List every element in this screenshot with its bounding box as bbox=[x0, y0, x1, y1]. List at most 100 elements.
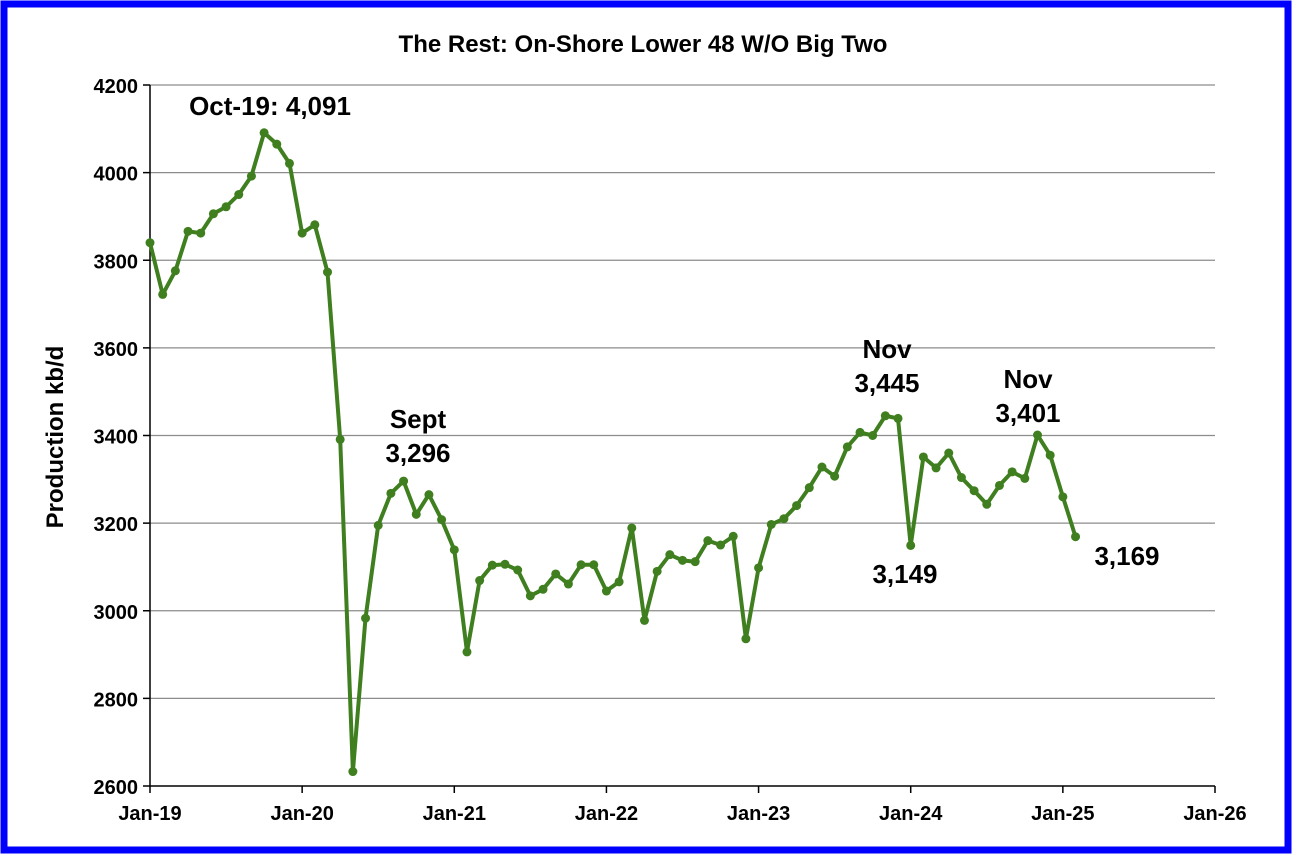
data-point bbox=[842, 442, 852, 452]
annotations: Oct-19: 4,091 Sept 3,296 Nov 3,445 3,149 Nov 3,… bbox=[189, 91, 1159, 589]
data-point bbox=[272, 139, 282, 149]
x-tick-label: Jan-20 bbox=[270, 803, 333, 825]
data-point bbox=[703, 536, 713, 546]
y-tick-label: 3600 bbox=[94, 339, 139, 361]
data-point bbox=[424, 490, 434, 500]
data-point bbox=[982, 499, 992, 509]
data-point bbox=[411, 509, 421, 519]
annotation-label: Sept bbox=[390, 404, 447, 434]
data-point bbox=[868, 431, 878, 440]
data-point bbox=[678, 555, 687, 565]
data-point bbox=[297, 228, 307, 238]
x-tick-label: Jan-25 bbox=[1031, 803, 1094, 825]
data-point bbox=[538, 584, 548, 594]
data-point bbox=[487, 560, 497, 570]
x-tick-labels: Jan-19 Jan-20 Jan-21 Jan-22 Jan-23 Jan-24 Jan-… bbox=[118, 803, 1246, 825]
data-point bbox=[1071, 532, 1081, 542]
data-point bbox=[246, 171, 256, 181]
y-axis-label: Production kb/d bbox=[42, 346, 69, 529]
data-point bbox=[601, 586, 611, 596]
y-tick-label: 3000 bbox=[94, 602, 139, 624]
data-point bbox=[234, 190, 244, 200]
annotation-label: 3,149 bbox=[872, 559, 937, 589]
data-point bbox=[994, 480, 1004, 490]
data-point bbox=[741, 634, 751, 644]
annotation-label: 3,169 bbox=[1094, 541, 1159, 571]
annotation-label: 3,401 bbox=[995, 398, 1060, 428]
data-point bbox=[690, 557, 700, 567]
data-point bbox=[830, 471, 840, 481]
y-tick-label: 3400 bbox=[94, 427, 139, 449]
data-point bbox=[323, 267, 332, 277]
data-point bbox=[627, 523, 637, 533]
y-tick-label: 2600 bbox=[94, 777, 139, 799]
data-point bbox=[310, 220, 320, 230]
data-point bbox=[1007, 467, 1017, 477]
data-point bbox=[551, 569, 561, 579]
x-tick-label: Jan-24 bbox=[879, 803, 943, 825]
data-point bbox=[449, 545, 459, 555]
data-point bbox=[284, 158, 294, 168]
annotation-label: Nov bbox=[1003, 364, 1053, 394]
y-tick-label: 3200 bbox=[94, 514, 139, 536]
data-point bbox=[918, 452, 928, 462]
data-point bbox=[513, 565, 523, 575]
data-point bbox=[348, 767, 358, 777]
data-point bbox=[576, 560, 586, 570]
data-point bbox=[335, 434, 345, 444]
data-point bbox=[563, 579, 573, 589]
data-point bbox=[373, 520, 383, 530]
data-point bbox=[361, 613, 371, 623]
x-tick-label: Jan-23 bbox=[727, 803, 790, 825]
x-tick-label: Jan-19 bbox=[118, 803, 181, 825]
data-point bbox=[386, 488, 396, 498]
data-point bbox=[399, 476, 409, 486]
data-point bbox=[158, 289, 168, 299]
data-point bbox=[728, 531, 738, 541]
data-point bbox=[969, 486, 979, 496]
data-point bbox=[183, 226, 193, 236]
x-tick-label: Jan-21 bbox=[423, 803, 486, 825]
data-point bbox=[462, 647, 472, 657]
annotation-label: Nov bbox=[862, 334, 912, 364]
annotation-label: 3,296 bbox=[385, 438, 450, 468]
data-point bbox=[766, 519, 776, 529]
y-tick-label: 2800 bbox=[94, 689, 139, 711]
data-point bbox=[639, 615, 649, 625]
y-tick-labels: 2600 2800 3000 3200 3400 3600 3800 4000 4200 bbox=[94, 76, 139, 799]
data-point bbox=[208, 209, 218, 219]
data-point bbox=[1058, 492, 1068, 502]
data-point bbox=[906, 540, 916, 550]
y-tick-label: 4000 bbox=[94, 164, 139, 186]
y-tick-label: 3800 bbox=[94, 251, 139, 273]
data-point bbox=[170, 266, 180, 276]
data-point bbox=[196, 228, 206, 238]
annotation-label: Oct-19: 4,091 bbox=[189, 91, 351, 121]
annotation-label: 3,445 bbox=[854, 368, 919, 398]
data-point bbox=[716, 540, 726, 550]
data-point bbox=[525, 591, 535, 601]
data-point bbox=[589, 560, 599, 570]
data-point bbox=[665, 550, 675, 560]
data-point bbox=[475, 576, 485, 586]
data-point bbox=[437, 515, 447, 525]
data-point bbox=[855, 427, 865, 437]
data-point bbox=[956, 473, 966, 483]
y-tick-label: 4200 bbox=[94, 76, 139, 98]
data-point bbox=[652, 566, 662, 576]
data-point bbox=[779, 514, 789, 524]
data-point bbox=[804, 483, 814, 493]
data-point bbox=[944, 448, 954, 458]
data-point bbox=[1033, 430, 1042, 440]
grid-lines bbox=[150, 84, 1215, 699]
x-tick-label: Jan-22 bbox=[575, 803, 638, 825]
axes bbox=[143, 84, 1216, 793]
data-point bbox=[500, 559, 510, 569]
data-point bbox=[1020, 473, 1030, 483]
data-point bbox=[221, 202, 231, 212]
data-point bbox=[259, 128, 269, 138]
data-point bbox=[817, 462, 827, 472]
data-point bbox=[893, 413, 903, 423]
